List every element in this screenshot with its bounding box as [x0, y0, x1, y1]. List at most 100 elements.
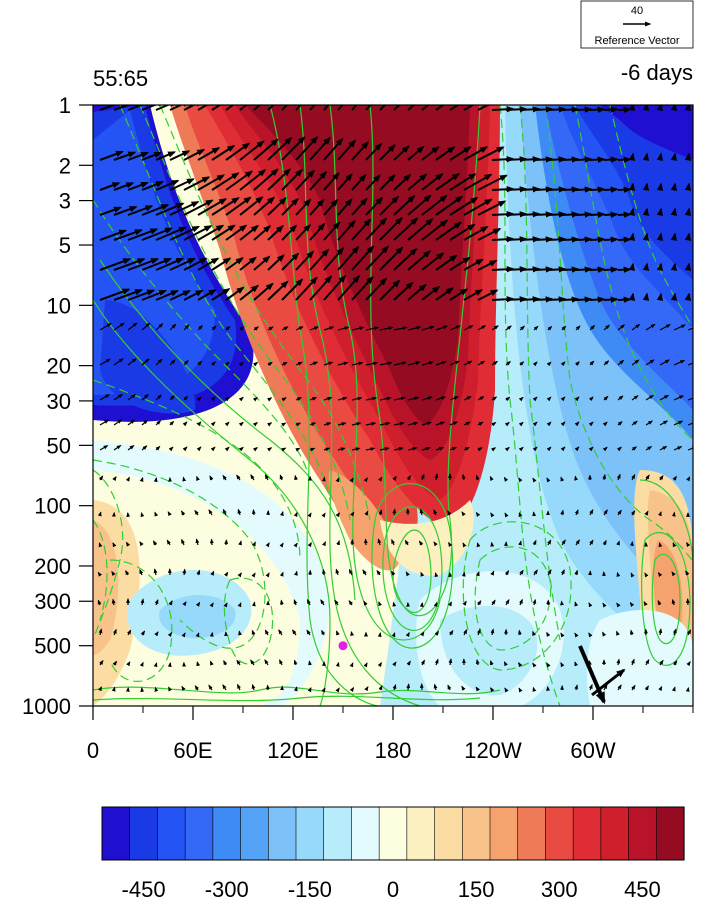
- colorbar-swatch-7: [295, 806, 325, 861]
- wind-vector-230: [309, 248, 330, 271]
- wind-vector-238: [421, 252, 445, 271]
- wind-vector-661: [321, 568, 326, 576]
- wind-vector-10: [239, 105, 248, 111]
- wind-vector-221: [183, 257, 208, 271]
- wind-vector-94: [211, 172, 240, 191]
- field-region-9: [159, 595, 236, 639]
- wind-vector-476: [141, 445, 148, 451]
- wind-vector-102: [323, 172, 340, 191]
- wind-vector-437: [196, 421, 202, 427]
- wind-vector-224: [225, 257, 244, 271]
- wind-vector-846: [504, 687, 509, 693]
- wind-vector-225: [239, 256, 257, 271]
- wind-vector-388: [113, 393, 124, 401]
- wind-vector-534: [349, 477, 354, 483]
- wind-vector-535: [363, 477, 368, 483]
- wind-vector-509: [602, 446, 608, 452]
- wind-vector-148: [365, 196, 384, 216]
- wind-vector-135: [183, 199, 214, 216]
- contour-line-24: [651, 553, 681, 645]
- wind-vector-774: [99, 659, 104, 666]
- wind-vector-455: [449, 421, 458, 426]
- wind-vector-503: [518, 446, 524, 452]
- colorbar-swatch-17: [572, 806, 602, 861]
- wind-vector-456: [463, 421, 471, 426]
- wind-vector-209: [617, 236, 632, 243]
- wind-vector-379: [589, 360, 595, 366]
- wind-vector-459: [504, 421, 510, 427]
- field-region-18: [600, 105, 693, 160]
- wind-vector-822: [168, 686, 173, 692]
- wind-vector-548: [546, 477, 551, 483]
- wind-vector-374: [519, 361, 525, 366]
- wind-vector-664: [362, 569, 367, 576]
- wind-vector-582: [419, 508, 424, 516]
- wind-vector-695: [195, 601, 201, 607]
- colorbar-swatch-16: [545, 806, 574, 861]
- wind-vector-7: [197, 105, 217, 111]
- wind-vector-365: [393, 361, 407, 366]
- wind-vector-687: [685, 570, 690, 576]
- wind-vector-190: [351, 218, 372, 241]
- wind-vector-435: [169, 420, 175, 426]
- wind-vector-397: [238, 396, 244, 402]
- field-region-20: [440, 606, 538, 696]
- wind-vector-827: [236, 683, 241, 691]
- wind-vector-552: [602, 473, 607, 481]
- wind-vector-771: [658, 628, 663, 636]
- wind-vector-707: [363, 600, 368, 606]
- wind-vector-368: [435, 360, 447, 366]
- wind-vector-787: [279, 659, 283, 666]
- wind-vector-48: [169, 150, 191, 161]
- wind-vector-402: [309, 397, 318, 401]
- wind-vector-415: [491, 396, 498, 401]
- x-axis: 0 60E 120E 180 120W 60W: [87, 706, 694, 763]
- wind-vector-853: [603, 683, 608, 691]
- wind-vector-502: [504, 446, 510, 452]
- wind-vector-565: [180, 510, 186, 516]
- wind-vector-219: [155, 257, 185, 271]
- wind-vector-557: [672, 475, 677, 481]
- wind-vector-141: [267, 197, 287, 216]
- wind-vector-537: [392, 475, 397, 481]
- wind-vector-162: [561, 211, 580, 218]
- wind-vector-62: [365, 142, 383, 161]
- wind-vector-252: [617, 266, 632, 273]
- wind-vector-514: [673, 446, 683, 451]
- wind-vector-692: [154, 598, 159, 606]
- wind-vector-367: [421, 361, 434, 366]
- wind-vector-300: [684, 292, 692, 301]
- wind-vector-825: [208, 684, 213, 691]
- wind-vector-222: [197, 257, 220, 271]
- wind-vector-619: [336, 539, 340, 546]
- wind-vector-635: [561, 539, 566, 546]
- wind-vector-761: [518, 629, 522, 636]
- wind-vector-95: [225, 170, 254, 191]
- wind-vector-220: [169, 257, 196, 271]
- wind-vector-49: [183, 148, 206, 161]
- wind-vector-478: [168, 446, 174, 452]
- wind-vector-677: [547, 569, 552, 576]
- wind-vector-273: [309, 275, 333, 301]
- wind-vector-124: [628, 182, 636, 191]
- wind-vector-603: [112, 542, 117, 548]
- wind-vector-80: [617, 156, 632, 163]
- colorbar-swatch-19: [628, 806, 657, 861]
- wind-vector-366: [407, 361, 421, 366]
- wind-vector-575: [321, 512, 326, 518]
- wind-vector-122: [603, 186, 619, 193]
- wind-vector-169: [656, 207, 664, 216]
- wind-vector-729: [671, 598, 676, 606]
- wind-vector-393: [183, 395, 189, 401]
- wind-vector-371: [477, 360, 486, 366]
- reference-vector-box: 40 Reference Vector: [580, 0, 694, 49]
- marker-layer: [338, 641, 348, 651]
- wind-vector-172: [99, 229, 128, 241]
- wind-vector-694: [182, 601, 187, 607]
- wind-vector-558: [686, 476, 691, 482]
- wind-vector-3: [141, 105, 166, 111]
- wind-vector-507: [574, 446, 580, 452]
- wind-vector-131: [127, 205, 154, 216]
- wind-vector-794: [377, 661, 382, 668]
